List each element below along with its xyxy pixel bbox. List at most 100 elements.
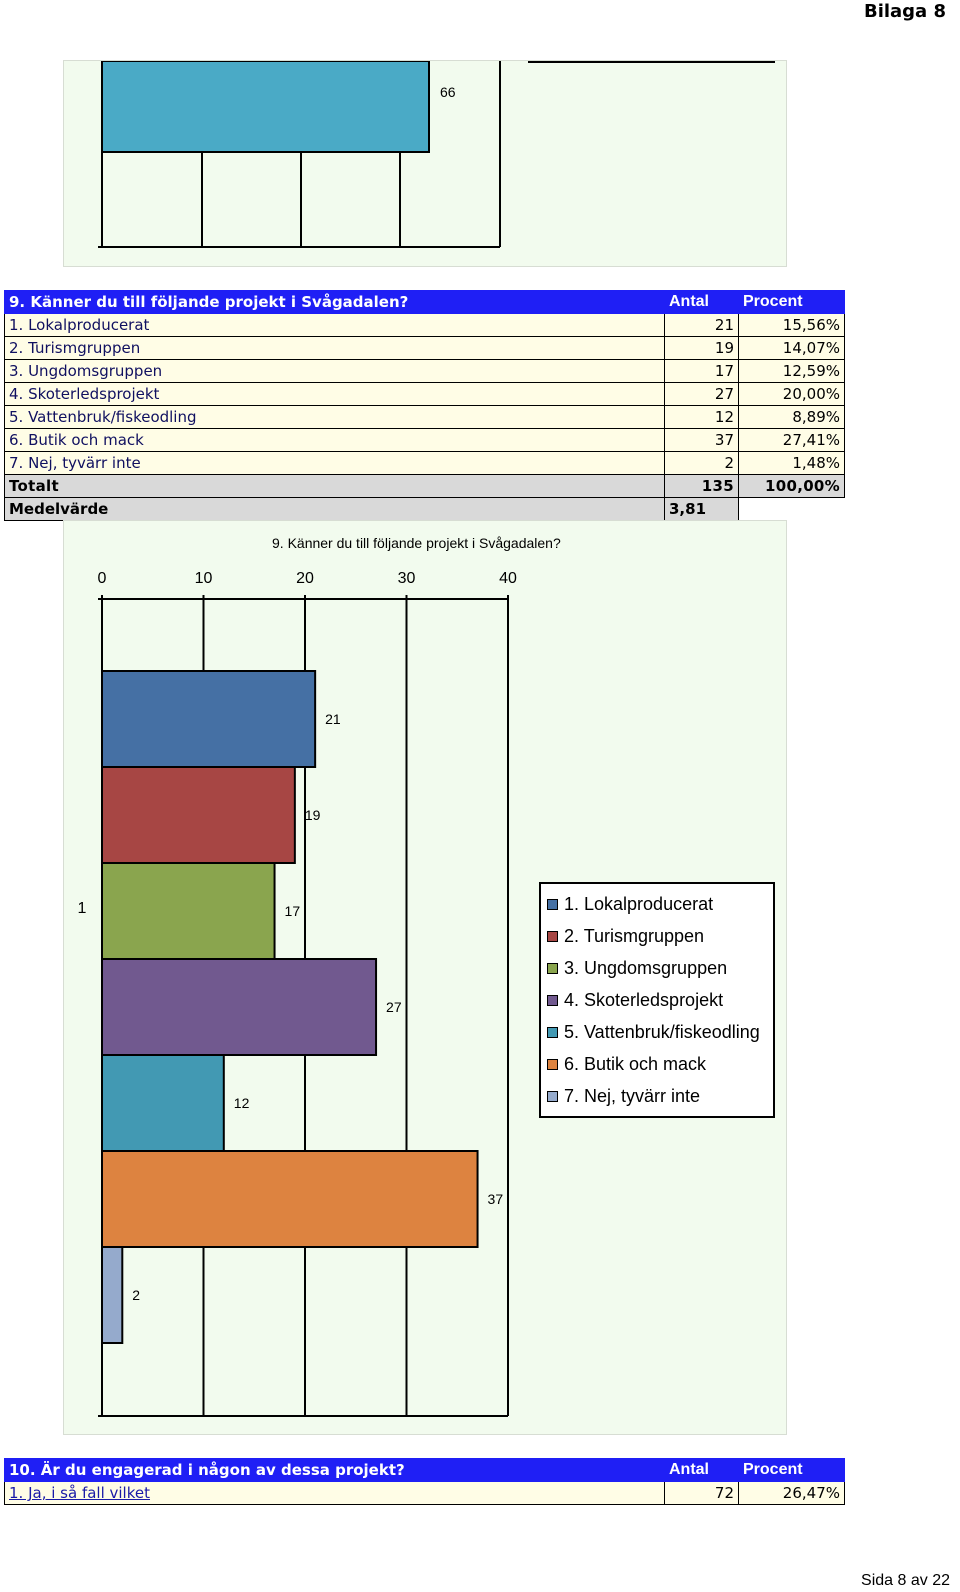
x-tick-label: 30 <box>398 570 416 587</box>
row-percent: 20,00% <box>738 382 845 406</box>
legend-item: 6. Butik och mack <box>547 1048 767 1080</box>
mean-empty <box>739 498 845 521</box>
legend-swatch <box>547 1026 558 1038</box>
legend-label: 1. Lokalproducerat <box>564 893 714 914</box>
legend-label: 5. Vattenbruk/fiskeodling <box>564 1021 760 1042</box>
row-count: 72 <box>664 1481 739 1505</box>
q9-chart-svg: 0 10 20 30 40 1 21 19 17 27 12 37 2 <box>78 570 517 1417</box>
legend-swatch <box>547 898 558 910</box>
legend-item: 5. Vattenbruk/fiskeodling <box>547 1016 767 1048</box>
row-label: 5. Vattenbruk/fiskeodling <box>4 405 665 429</box>
row-label: 4. Skoterledsprojekt <box>4 382 665 406</box>
legend-swatch <box>547 994 558 1006</box>
x-tick-label: 40 <box>499 570 517 587</box>
row-percent: 27,41% <box>738 428 845 452</box>
bar-data-label: 21 <box>325 711 341 727</box>
row-count: 27 <box>664 382 739 406</box>
x-tick-label: 0 <box>98 570 107 587</box>
legend-label: 4. Skoterledsprojekt <box>564 989 724 1010</box>
q10-title: 10. Är du engagerad i någon av dessa pro… <box>4 1458 665 1482</box>
legend-label: 7. Nej, tyvärr inte <box>564 1085 701 1106</box>
legend-item: 2. Turismgruppen <box>547 920 767 952</box>
q9-col-percent: Procent <box>738 290 845 314</box>
q9-col-count: Antal <box>664 290 739 314</box>
row-percent: 8,89% <box>738 405 845 429</box>
row-count: 17 <box>664 359 739 383</box>
x-tick-label: 10 <box>195 570 213 587</box>
prev-bar-label: 66 <box>440 84 456 100</box>
total-label: Totalt <box>4 474 665 498</box>
row-count: 2 <box>664 451 739 475</box>
table-row: 1. Ja, i så fall vilket 72 26,47% <box>4 1481 845 1505</box>
legend-swatch <box>547 1090 558 1102</box>
q9-header-row: 9. Känner du till följande projekt i Svå… <box>4 290 845 314</box>
row-label: 2. Turismgruppen <box>4 336 665 360</box>
legend-item: 4. Skoterledsprojekt <box>547 984 767 1016</box>
mean-value: 3,81 <box>664 497 739 521</box>
row-percent: 26,47% <box>738 1481 845 1505</box>
table-row: 1. Lokalproducerat 21 15,56% <box>4 313 845 337</box>
page-header: Bilaga 8 <box>863 1 946 22</box>
bar-data-label: 2 <box>132 1287 140 1303</box>
legend-swatch <box>547 930 558 942</box>
total-percent: 100,00% <box>738 474 845 498</box>
x-tick-label: 20 <box>296 570 314 587</box>
row-label: 6. Butik och mack <box>4 428 665 452</box>
q9-total-row: Totalt 135 100,00% <box>4 474 845 498</box>
bar-data-label: 17 <box>285 903 301 919</box>
q9-mean-row: Medelvärde 3,81 <box>4 497 845 521</box>
table-row: 7. Nej, tyvärr inte 2 1,48% <box>4 451 845 475</box>
q10-col-percent: Procent <box>738 1458 845 1482</box>
prev-chart-svg: 66 <box>98 61 775 248</box>
table-row: 5. Vattenbruk/fiskeodling 12 8,89% <box>4 405 845 429</box>
bar-6 <box>101 1150 479 1248</box>
table-row: 3. Ungdomsgruppen 17 12,59% <box>4 359 845 383</box>
q9-chart-panel: 9. Känner du till följande projekt i Svå… <box>63 520 787 1435</box>
row-percent: 12,59% <box>738 359 845 383</box>
legend-item: 7. Nej, tyvärr inte <box>547 1080 767 1112</box>
total-count: 135 <box>664 474 739 498</box>
bar-data-label: 37 <box>488 1191 504 1207</box>
legend-label: 3. Ungdomsgruppen <box>564 957 728 978</box>
table-row: 4. Skoterledsprojekt 27 20,00% <box>4 382 845 406</box>
prev-chart-panel: 66 <box>63 60 787 267</box>
bar-data-label: 27 <box>386 999 402 1015</box>
chart-title: 9. Känner du till följande projekt i Svå… <box>272 535 561 551</box>
q10-col-count: Antal <box>664 1458 739 1482</box>
legend-swatch <box>547 1058 558 1070</box>
legend-label: 6. Butik och mack <box>564 1053 707 1074</box>
y-category-label: 1 <box>78 900 87 917</box>
q10-table: 10. Är du engagerad i någon av dessa pro… <box>4 1458 845 1505</box>
row-label: 1. Lokalproducerat <box>4 313 665 337</box>
bar-data-label: 19 <box>305 807 321 823</box>
q9-title: 9. Känner du till följande projekt i Svå… <box>4 290 665 314</box>
bar-7 <box>101 1246 124 1344</box>
legend-item: 3. Ungdomsgruppen <box>547 952 767 984</box>
q9-table: 9. Känner du till följande projekt i Svå… <box>4 290 845 521</box>
bar-4 <box>101 958 378 1056</box>
table-row: 2. Turismgruppen 19 14,07% <box>4 336 845 360</box>
row-count: 21 <box>664 313 739 337</box>
bar-data-label: 12 <box>234 1095 250 1111</box>
table-row: 6. Butik och mack 37 27,41% <box>4 428 845 452</box>
legend-label: 2. Turismgruppen <box>564 925 705 946</box>
prev-bar <box>101 61 430 153</box>
row-count: 37 <box>664 428 739 452</box>
chart-legend: 1. Lokalproducerat 2. Turismgruppen 3. Ung… <box>539 882 775 1118</box>
row-percent: 1,48% <box>738 451 845 475</box>
row-label: 3. Ungdomsgruppen <box>4 359 665 383</box>
row-label: 7. Nej, tyvärr inte <box>4 451 665 475</box>
row-count: 12 <box>664 405 739 429</box>
q10-header-row: 10. Är du engagerad i någon av dessa pro… <box>4 1458 845 1482</box>
row-count: 19 <box>664 336 739 360</box>
mean-label: Medelvärde <box>4 497 665 521</box>
bar-1 <box>101 670 317 768</box>
legend-swatch <box>547 962 558 974</box>
bar-2 <box>101 766 296 864</box>
row-percent: 14,07% <box>738 336 845 360</box>
row-link[interactable]: 1. Ja, i så fall vilket <box>4 1481 665 1505</box>
page-footer: Sida 8 av 22 <box>861 1572 950 1589</box>
bar-3 <box>101 862 276 960</box>
bar-5 <box>101 1054 225 1152</box>
row-percent: 15,56% <box>738 313 845 337</box>
